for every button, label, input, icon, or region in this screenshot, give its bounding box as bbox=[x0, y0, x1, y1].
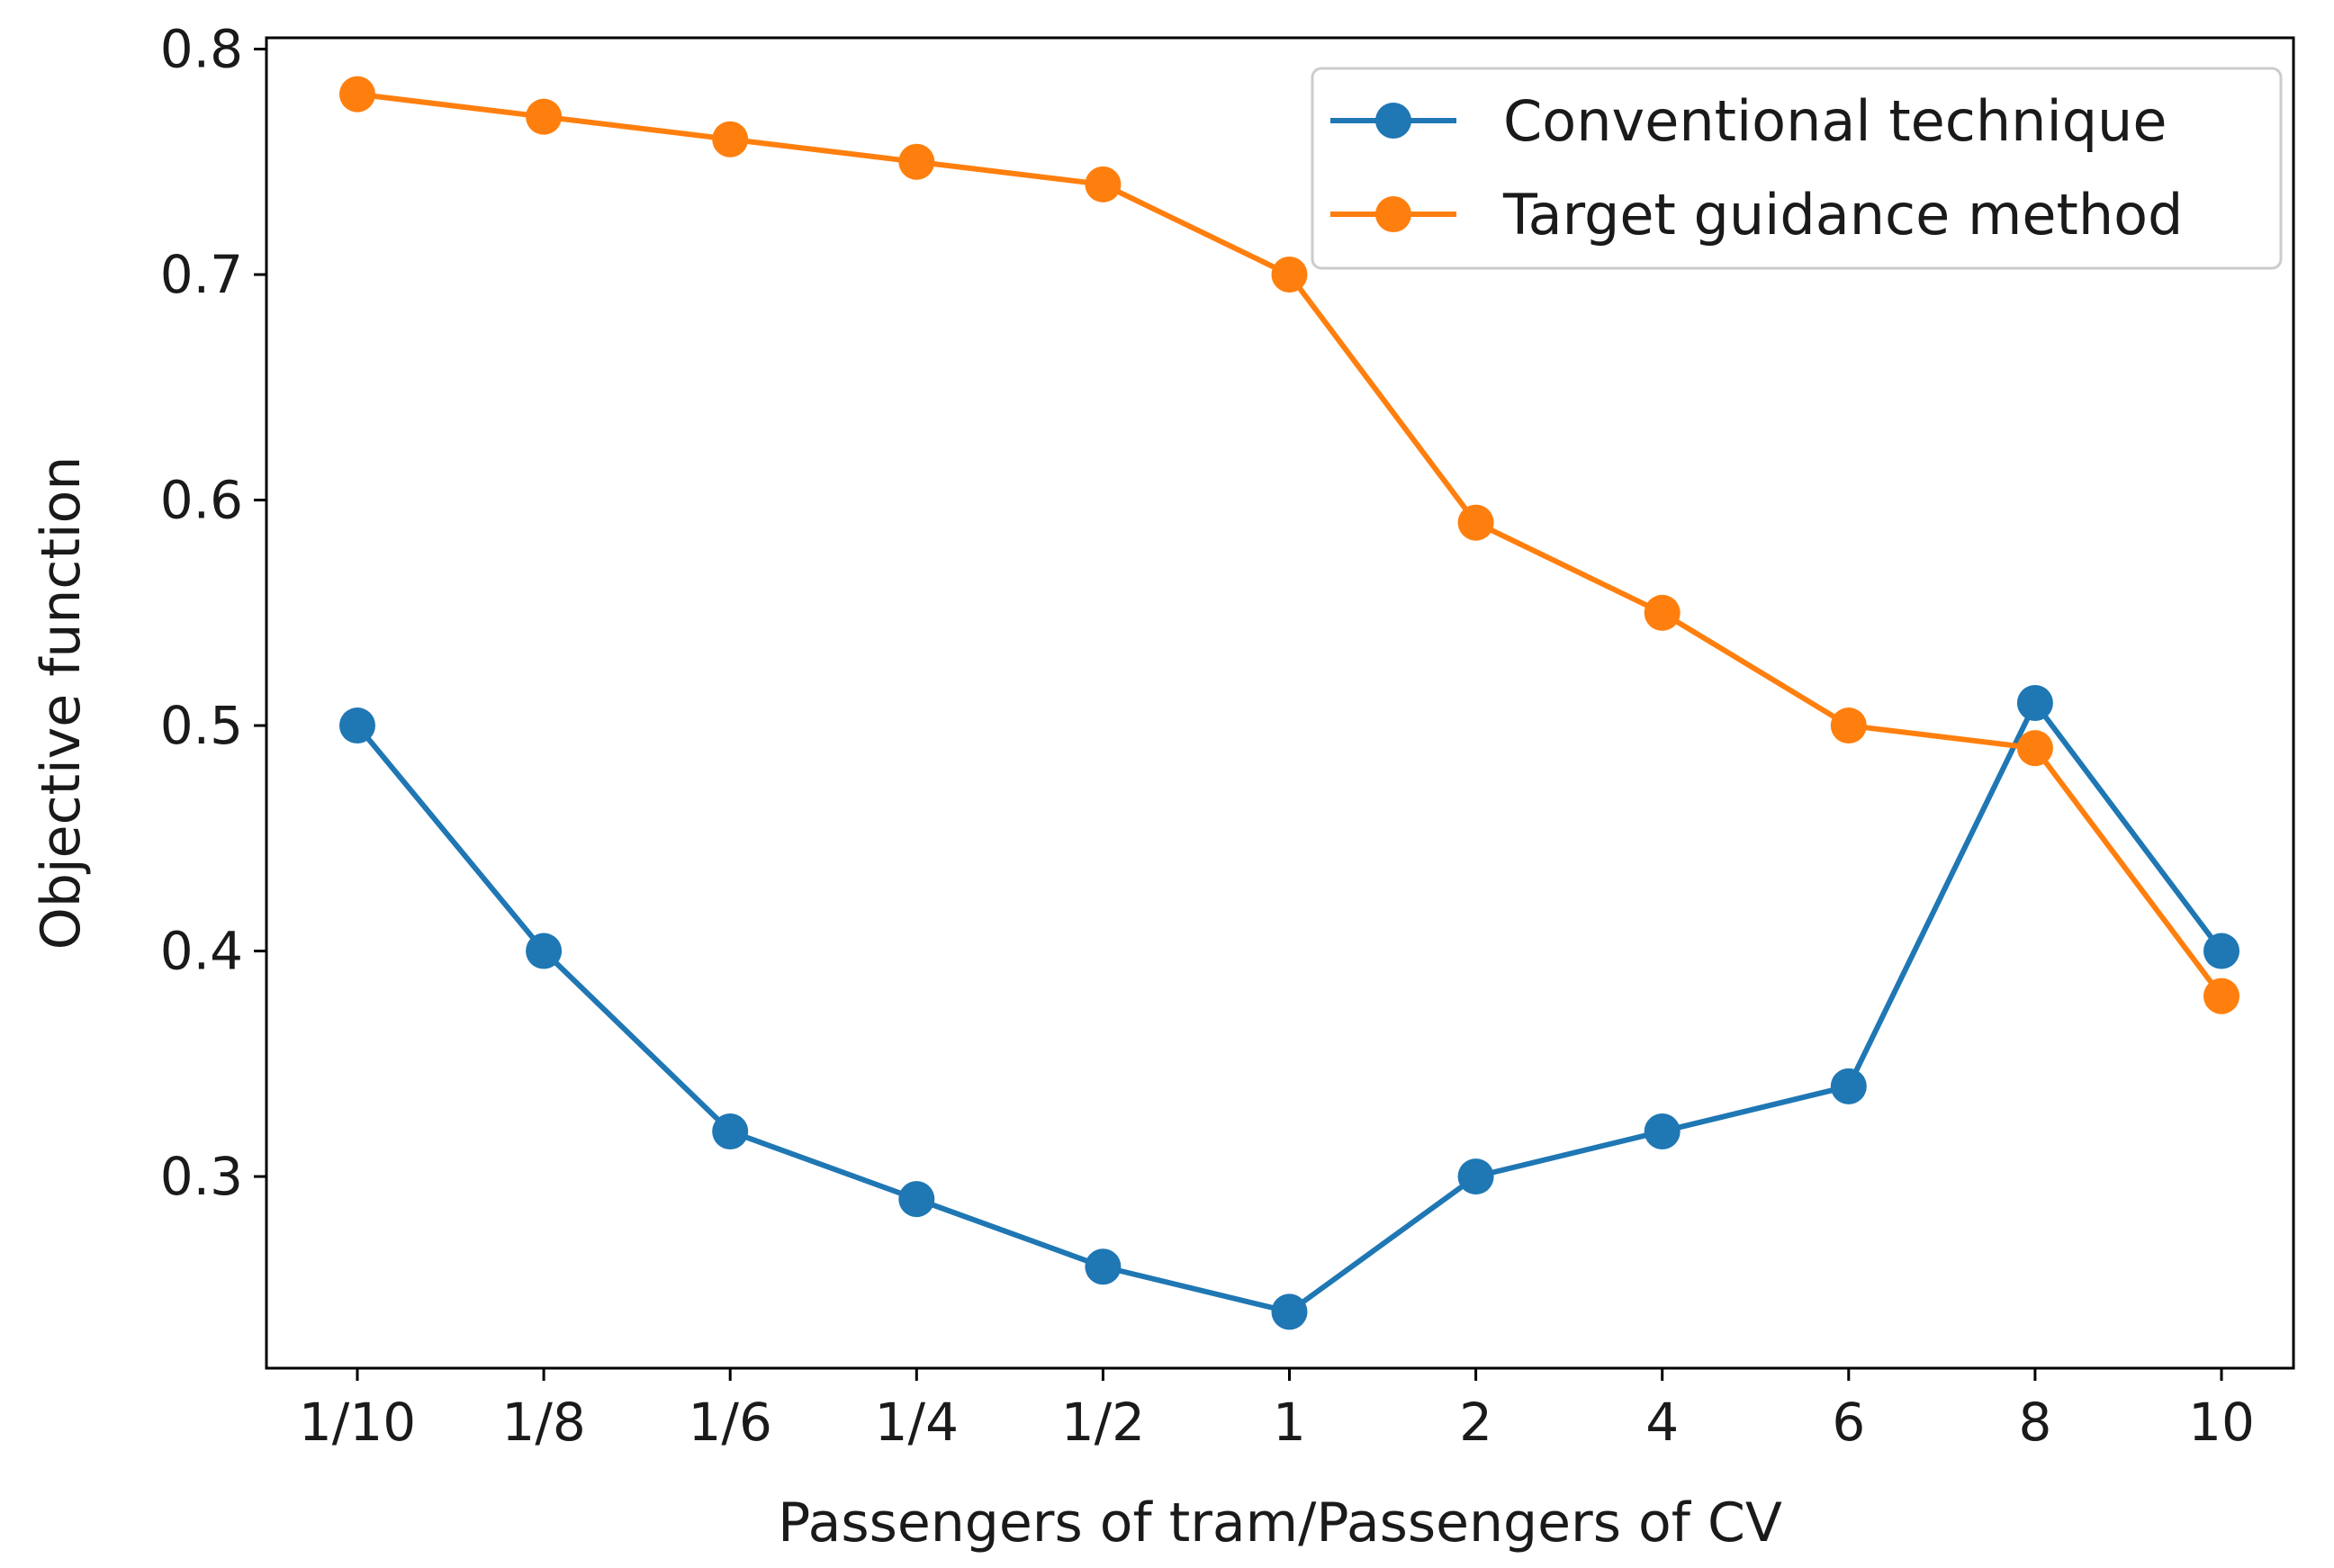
data-point bbox=[1085, 1248, 1122, 1285]
legend-swatch-marker bbox=[1375, 196, 1411, 232]
data-point bbox=[712, 1113, 749, 1149]
data-point bbox=[2016, 730, 2053, 767]
x-tick-label: 6 bbox=[1832, 1392, 1865, 1453]
series-layer bbox=[339, 76, 2239, 1330]
y-tick-label: 0.8 bbox=[160, 19, 243, 80]
data-point bbox=[2203, 978, 2239, 1014]
data-point bbox=[1830, 1068, 1867, 1104]
data-point bbox=[1644, 594, 1681, 631]
data-point bbox=[526, 98, 563, 135]
x-tick-label: 8 bbox=[2018, 1392, 2051, 1453]
x-tick-label: 2 bbox=[1459, 1392, 1492, 1453]
series-0 bbox=[339, 685, 2239, 1330]
y-tick-label: 0.4 bbox=[160, 921, 243, 982]
x-tick-label: 10 bbox=[2188, 1392, 2255, 1453]
data-point bbox=[712, 121, 749, 158]
data-point bbox=[526, 933, 563, 969]
y-tick-label: 0.6 bbox=[160, 470, 243, 531]
x-tick-label: 1/8 bbox=[501, 1392, 585, 1453]
x-tick-label: 1 bbox=[1273, 1392, 1306, 1453]
data-point bbox=[1457, 1158, 1494, 1195]
legend-box bbox=[1311, 67, 2283, 270]
x-tick-label: 1/6 bbox=[689, 1392, 772, 1453]
data-point bbox=[2016, 685, 2053, 721]
data-point bbox=[2203, 933, 2239, 969]
legend-swatch-marker bbox=[1375, 103, 1411, 139]
axes: 0.3 0.4 0.5 0.6 0.7 0.8 1/10 1/8 1/6 1/4 1/2 1 2 4 6 8 1… bbox=[160, 19, 2295, 1453]
x-tick-label: 1/4 bbox=[875, 1392, 959, 1453]
y-tick-label: 0.3 bbox=[160, 1146, 243, 1207]
data-point bbox=[1085, 166, 1122, 203]
data-point bbox=[1457, 504, 1494, 541]
plot-frame bbox=[265, 36, 2295, 1370]
x-tick-label: 1/10 bbox=[299, 1392, 416, 1453]
legend-label: Target guidance method bbox=[1502, 182, 2183, 248]
data-point bbox=[1271, 1293, 1308, 1330]
data-point bbox=[339, 707, 375, 744]
data-point bbox=[1644, 1113, 1681, 1149]
x-axis-label: Passengers of tram/Passengers of CV bbox=[778, 1491, 1782, 1554]
x-tick-label: 1/2 bbox=[1061, 1392, 1145, 1453]
data-point bbox=[339, 76, 375, 113]
y-tick-label: 0.7 bbox=[160, 244, 243, 305]
series-1 bbox=[339, 76, 2239, 1014]
data-point bbox=[1271, 257, 1308, 293]
x-tick-label: 4 bbox=[1645, 1392, 1679, 1453]
y-tick-label: 0.5 bbox=[160, 695, 243, 756]
legend: Conventional technique Target guidance me… bbox=[1311, 67, 2283, 270]
y-axis-label: Objective function bbox=[30, 456, 93, 951]
legend-label: Conventional technique bbox=[1503, 88, 2167, 154]
data-point bbox=[1830, 707, 1867, 744]
data-point bbox=[898, 143, 935, 180]
data-point bbox=[898, 1181, 935, 1218]
